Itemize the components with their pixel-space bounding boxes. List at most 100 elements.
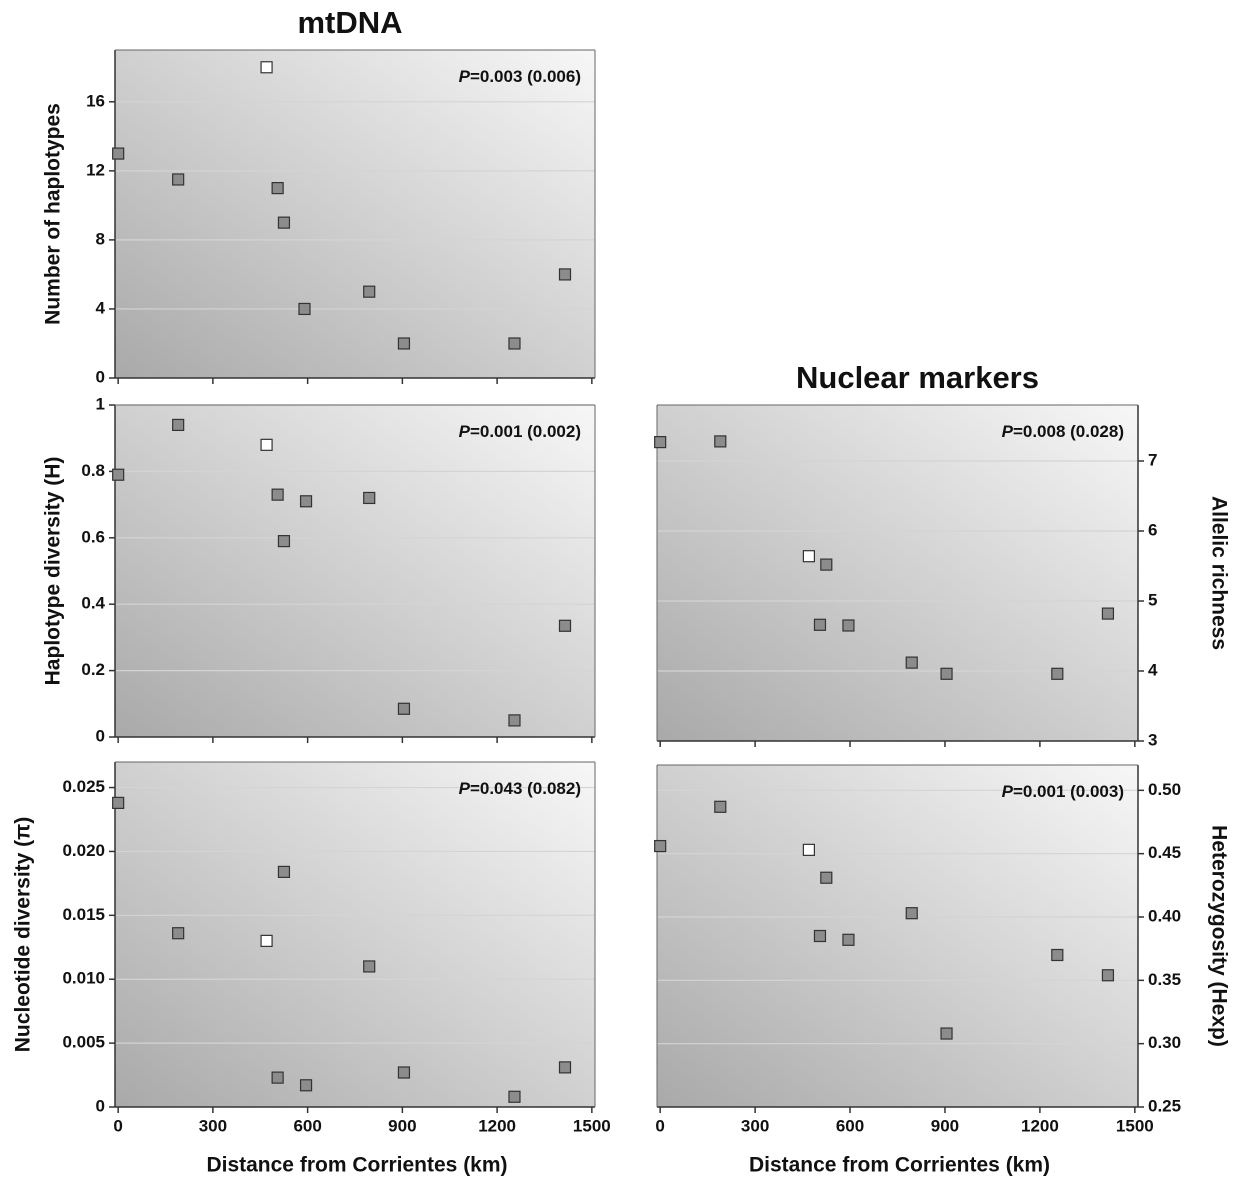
- y-tick-label: 0.35: [1148, 970, 1181, 989]
- marker: [508, 1090, 521, 1103]
- marker: [802, 550, 815, 563]
- x-tick-label: 300: [741, 1116, 769, 1135]
- marker: [271, 488, 284, 501]
- y-tick-label: 0.40: [1148, 906, 1181, 925]
- marker: [1051, 948, 1064, 962]
- marker: [508, 337, 521, 350]
- y-axis-label: Nucleotide diversity (π): [12, 817, 35, 1052]
- x-tick-label: 900: [931, 1116, 959, 1135]
- marker: [820, 558, 833, 571]
- x-axis-label: Distance from Corrientes (km): [206, 1154, 507, 1177]
- marker: [271, 1071, 284, 1084]
- marker: [112, 468, 125, 481]
- x-tick-label: 600: [836, 1116, 864, 1135]
- x-axis-label: Distance from Corrientes (km): [749, 1154, 1050, 1177]
- marker: [397, 702, 411, 715]
- marker: [112, 796, 125, 809]
- annotation: P=0.003 (0.006): [459, 67, 581, 86]
- marker: [813, 618, 827, 631]
- marker: [940, 667, 953, 680]
- y-tick-label: 4: [96, 298, 106, 317]
- marker: [654, 436, 667, 449]
- x-tick-label: 300: [199, 1116, 227, 1135]
- x-tick-label: 1500: [1116, 1116, 1154, 1135]
- column-title: Nuclear markers: [796, 360, 1039, 395]
- annotation: P=0.043 (0.082): [459, 779, 581, 798]
- y-tick-label: 7: [1148, 450, 1157, 469]
- marker: [905, 907, 918, 920]
- marker: [558, 1061, 572, 1074]
- y-tick-label: 0.015: [62, 905, 105, 924]
- marker: [940, 1027, 953, 1040]
- marker: [299, 495, 313, 508]
- y-tick-label: 12: [86, 160, 105, 179]
- marker: [1051, 667, 1064, 680]
- y-axis-label: Heterozygosity (Hexp): [1207, 825, 1230, 1047]
- marker: [363, 491, 376, 505]
- annotation: P=0.008 (0.028): [1002, 422, 1124, 441]
- y-tick-label: 0: [96, 726, 105, 745]
- y-tick-label: 0: [96, 367, 105, 386]
- y-tick-label: 0.30: [1148, 1033, 1181, 1052]
- marker: [397, 1066, 411, 1079]
- marker: [298, 302, 311, 316]
- marker: [260, 438, 273, 451]
- marker: [277, 216, 291, 229]
- marker: [299, 1079, 313, 1092]
- y-tick-label: 16: [86, 91, 105, 110]
- marker: [820, 871, 833, 884]
- marker: [397, 337, 411, 350]
- marker: [558, 268, 572, 281]
- marker: [112, 147, 125, 160]
- marker: [260, 934, 273, 947]
- y-tick-label: 0.2: [81, 660, 105, 679]
- marker: [172, 173, 185, 186]
- y-tick-label: 0: [96, 1096, 105, 1115]
- marker: [1101, 607, 1115, 620]
- y-tick-label: 0.005: [62, 1033, 105, 1052]
- y-tick-label: 0.6: [81, 527, 105, 546]
- plot-area: [115, 405, 595, 737]
- y-tick-label: 8: [96, 229, 105, 248]
- x-tick-label: 900: [388, 1116, 416, 1135]
- y-tick-label: 0.025: [62, 777, 105, 796]
- y-tick-label: 0.50: [1148, 780, 1181, 799]
- y-axis-label: Haplotype diversity (H): [42, 457, 65, 686]
- plot-area: [657, 405, 1138, 741]
- x-tick-label: 600: [293, 1116, 321, 1135]
- column-title: mtDNA: [297, 5, 402, 40]
- marker: [802, 843, 815, 856]
- x-tick-label: 0: [113, 1116, 122, 1135]
- marker: [277, 535, 291, 548]
- y-tick-label: 0.45: [1148, 843, 1181, 862]
- y-tick-label: 0.020: [62, 841, 105, 860]
- marker: [363, 285, 376, 298]
- x-tick-label: 1200: [1021, 1116, 1059, 1135]
- marker: [842, 933, 855, 946]
- y-tick-label: 1: [96, 394, 105, 413]
- y-tick-label: 6: [1148, 520, 1157, 539]
- plot-area: [115, 50, 595, 378]
- y-tick-label: 0.4: [81, 594, 105, 613]
- marker: [172, 418, 185, 432]
- marker: [260, 61, 273, 74]
- y-tick-label: 4: [1148, 660, 1158, 679]
- marker: [1101, 969, 1115, 982]
- marker: [508, 714, 521, 727]
- marker: [842, 619, 855, 632]
- marker: [813, 929, 827, 943]
- y-tick-label: 0.010: [62, 969, 105, 988]
- plot-area: [115, 762, 595, 1107]
- y-tick-label: 5: [1148, 590, 1157, 609]
- marker: [905, 656, 918, 669]
- x-tick-label: 1500: [573, 1116, 611, 1135]
- plot-area: [657, 765, 1138, 1107]
- y-tick-label: 3: [1148, 730, 1157, 749]
- marker: [558, 619, 572, 632]
- annotation: P=0.001 (0.003): [1002, 782, 1124, 801]
- marker: [714, 800, 727, 813]
- y-tick-label: 0.25: [1148, 1096, 1181, 1115]
- marker: [363, 960, 376, 973]
- y-axis-label: Allelic richness: [1207, 496, 1230, 650]
- marker: [172, 927, 185, 940]
